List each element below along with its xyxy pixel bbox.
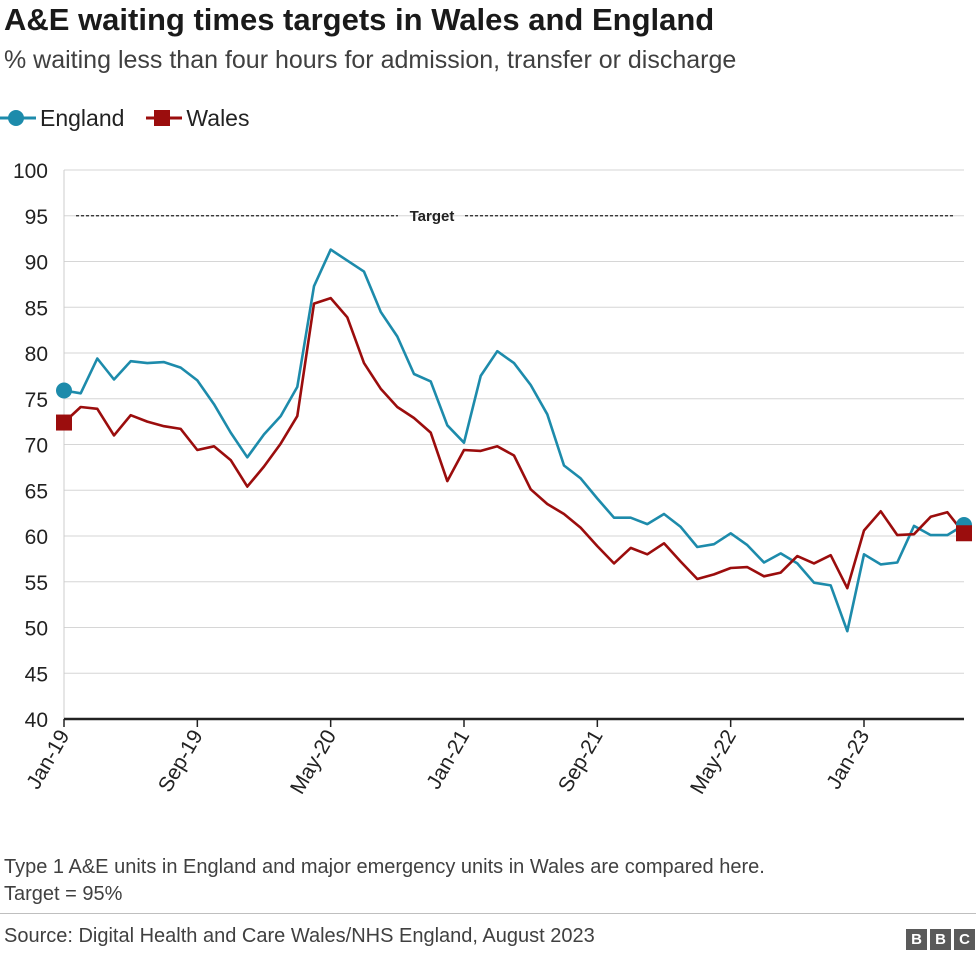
legend: England Wales (0, 100, 271, 136)
footnote: Type 1 A&E units in England and major em… (4, 854, 765, 908)
legend-item-wales: Wales (146, 105, 249, 132)
legend-england-circle-icon (0, 110, 36, 126)
england-start-marker (56, 382, 72, 399)
y-tick-label: 50 (25, 618, 48, 641)
wales-end-marker (956, 525, 972, 542)
x-tick-label: Jan-23 (822, 726, 874, 793)
y-tick-label: 90 (25, 252, 48, 275)
target-label: Target (410, 208, 455, 225)
source-text: Source: Digital Health and Care Wales/NH… (4, 925, 595, 947)
y-tick-label: 100 (13, 160, 48, 183)
y-tick-label: 95 (25, 206, 48, 229)
series-line-wales (63, 296, 966, 590)
wales-start-marker (56, 414, 72, 431)
logo-letter: B (906, 929, 927, 950)
legend-label-england: England (40, 104, 125, 131)
y-tick-label: 60 (25, 526, 48, 549)
legend-wales-square-icon (146, 110, 183, 126)
series-line-england (63, 248, 965, 633)
bbc-logo: B B C (906, 929, 975, 950)
y-tick-label: 75 (25, 389, 48, 412)
y-tick-label: 85 (25, 297, 48, 320)
legend-item-england: England (0, 105, 124, 132)
x-tick-label: Jan-21 (422, 726, 474, 793)
x-tick-label: May-20 (286, 726, 341, 798)
footnote-line-1: Type 1 A&E units in England and major em… (4, 856, 765, 878)
chart-subtitle: % waiting less than four hours for admis… (4, 46, 737, 74)
y-tick-label: 80 (25, 343, 48, 366)
logo-letter: B (930, 929, 951, 950)
y-tick-label: 55 (25, 572, 48, 595)
y-tick-label: 65 (25, 480, 48, 503)
footnote-line-2: Target = 95% (4, 883, 123, 905)
x-tick-label: May-22 (686, 726, 741, 798)
x-tick-label: Sep-21 (554, 726, 608, 796)
legend-label-wales: Wales (186, 104, 250, 131)
y-tick-label: 45 (25, 663, 48, 686)
logo-letter: C (954, 929, 975, 950)
x-tick-label: Jan-19 (22, 726, 74, 793)
chart-title: A&E waiting times targets in Wales and E… (4, 2, 715, 37)
y-tick-label: 70 (25, 435, 48, 458)
y-tick-label: 40 (25, 709, 48, 732)
x-tick-label: Sep-19 (154, 726, 208, 796)
line-chart: 40 45 50 55 60 65 70 75 80 85 90 95 100 Target Jan-19 S… (13, 160, 972, 798)
footer-divider (0, 913, 976, 914)
